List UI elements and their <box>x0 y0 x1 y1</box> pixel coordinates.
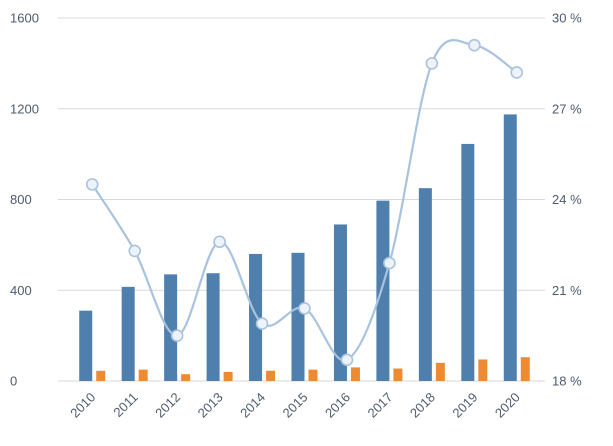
bar-secondary-2014 <box>266 370 276 381</box>
line-marker-2019 <box>468 38 481 52</box>
x-axis-tick: 2019 <box>449 390 480 421</box>
line-marker-2013 <box>213 235 226 249</box>
line-markers <box>85 38 524 367</box>
bar-secondary-2020 <box>520 357 530 381</box>
x-axis-tick: 2014 <box>237 390 268 421</box>
bar-secondary-2017 <box>393 368 403 381</box>
bar-secondary-2012 <box>181 374 191 381</box>
x-axis-tick: 2011 <box>110 390 140 420</box>
line-marker-2011 <box>128 244 141 258</box>
left-axis-labels: 0 400 800 1200 1600 <box>10 11 39 389</box>
x-axis-tick: 2018 <box>407 390 438 421</box>
right-axis-tick: 30 % <box>552 11 582 26</box>
primary-bar-series <box>79 114 517 381</box>
bar-primary-2010 <box>79 310 93 381</box>
bar-secondary-2011 <box>138 369 148 381</box>
left-axis-tick: 800 <box>10 192 32 207</box>
left-axis-tick: 400 <box>10 283 32 298</box>
bar-primary-2011 <box>121 286 135 381</box>
bar-secondary-2019 <box>478 359 488 381</box>
left-axis-tick: 1600 <box>10 11 39 26</box>
x-axis-tick: 2010 <box>67 390 98 421</box>
line-marker-2017 <box>383 256 396 270</box>
right-axis-tick: 21 % <box>552 283 582 298</box>
bar-primary-2019 <box>461 143 475 381</box>
right-axis-tick: 27 % <box>552 101 582 116</box>
x-axis-tick: 2017 <box>364 390 395 421</box>
line-marker-2018 <box>425 57 439 70</box>
bar-primary-2012 <box>164 274 178 381</box>
x-axis-tick: 2015 <box>280 390 311 421</box>
line-marker-2020 <box>510 66 524 79</box>
bar-secondary-2018 <box>435 362 445 381</box>
bar-primary-2016 <box>333 224 347 381</box>
bar-primary-2013 <box>206 273 220 381</box>
x-axis-tick: 2012 <box>152 390 183 421</box>
right-axis-tick: 24 % <box>552 192 582 207</box>
right-axis-labels: 18 % 21 % 24 % 27 % 30 % <box>552 11 582 389</box>
line-marker-2014 <box>255 317 269 330</box>
line-marker-2010 <box>85 178 99 191</box>
bar-secondary-2010 <box>96 370 106 381</box>
bar-primary-2017 <box>376 200 390 381</box>
x-axis-tick: 2016 <box>322 390 353 421</box>
left-axis-tick: 0 <box>10 374 17 389</box>
right-axis-tick: 18 % <box>552 374 582 389</box>
bar-secondary-2015 <box>308 369 318 381</box>
bar-primary-2020 <box>503 114 517 381</box>
line-marker-2012 <box>170 329 184 342</box>
x-axis-labels: 2010 2011 2012 2013 2014 2015 2016 2017 2018 2019… <box>67 390 523 421</box>
bar-primary-2018 <box>418 188 432 381</box>
bar-secondary-2013 <box>223 371 233 381</box>
x-axis-tick: 2020 <box>492 390 523 421</box>
bar-secondary-2016 <box>350 367 360 381</box>
line-marker-2015 <box>298 302 311 315</box>
bar-primary-2014 <box>249 253 263 381</box>
x-axis-tick: 2013 <box>195 390 226 421</box>
line-marker-2016 <box>340 353 354 367</box>
left-axis-tick: 1200 <box>10 101 39 116</box>
bar-primary-2015 <box>291 252 305 381</box>
secondary-bar-series <box>96 357 530 381</box>
